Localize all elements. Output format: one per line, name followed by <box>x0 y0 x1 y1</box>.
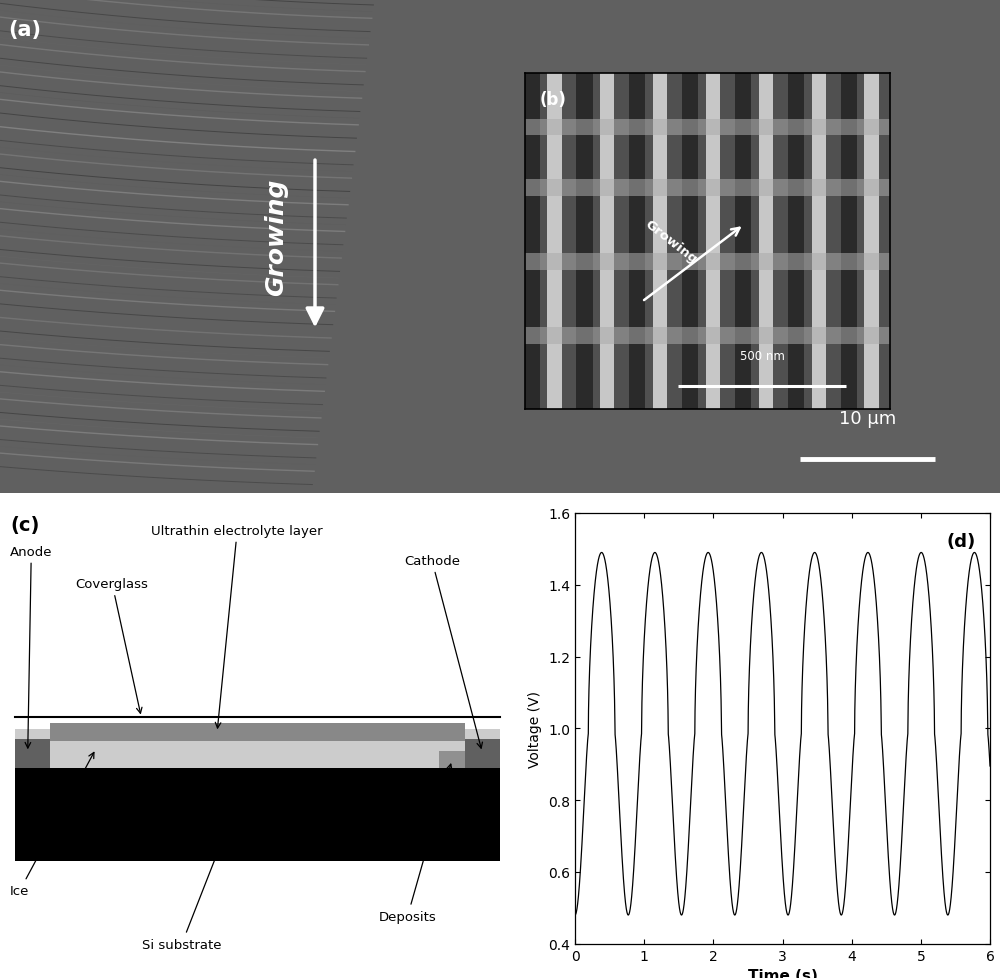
Text: Coverglass: Coverglass <box>76 578 149 714</box>
Text: Growing: Growing <box>264 178 288 295</box>
Text: Ultrathin electrolyte layer: Ultrathin electrolyte layer <box>151 524 323 729</box>
Bar <box>15 739 50 769</box>
Text: 10 μm: 10 μm <box>839 409 896 427</box>
Bar <box>439 751 465 769</box>
Bar <box>15 769 500 862</box>
Text: Anode: Anode <box>10 545 53 748</box>
Y-axis label: Voltage (V): Voltage (V) <box>528 690 542 767</box>
Text: Si substrate: Si substrate <box>142 819 231 951</box>
Text: Ice: Ice <box>10 753 94 897</box>
Bar <box>465 739 500 769</box>
Text: (c): (c) <box>10 515 39 535</box>
Text: (d): (d) <box>946 533 975 551</box>
Text: (a): (a) <box>8 20 41 40</box>
Text: Cathode: Cathode <box>404 555 482 748</box>
Bar <box>15 730 500 769</box>
Bar <box>50 723 465 741</box>
Text: Deposits: Deposits <box>379 765 452 922</box>
X-axis label: Time (s): Time (s) <box>748 968 817 978</box>
